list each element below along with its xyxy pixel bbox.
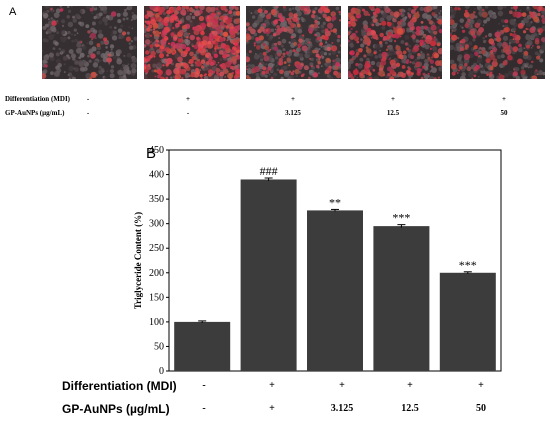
panel-b-row-label-gp-aunps: GP-AuNPs (µg/mL): [62, 402, 170, 416]
micrograph-gp-125: [348, 6, 442, 79]
panel-a-gp-value: -: [186, 109, 190, 117]
panel-b-diff-value: +: [269, 380, 275, 391]
y-tick-label: 200: [149, 268, 164, 279]
y-axis-label: Triglyceride Content (%): [133, 212, 143, 309]
micrograph-gp-50: [450, 6, 545, 79]
error-bar: [331, 208, 339, 212]
y-tick-label: 50: [154, 341, 164, 352]
panel-b-gp-value: +: [269, 403, 275, 414]
bar: [174, 321, 231, 371]
micrograph-control: [42, 6, 137, 79]
significance-label: ###: [260, 164, 278, 178]
micrograph-gp-3125: [246, 6, 341, 79]
panel-a-diff-value: +: [186, 95, 190, 103]
panel-b-gp-value: -: [202, 403, 206, 414]
panel-b-gp-value: 3.125: [330, 403, 354, 414]
panel-b-gp-value: 50: [476, 403, 486, 414]
error-bar: [463, 271, 472, 274]
panel-b-diff-value: +: [478, 380, 484, 391]
panel-b-diff-value: -: [202, 380, 206, 391]
panel-a-label: A: [9, 6, 17, 18]
y-tick-label: 350: [149, 194, 164, 205]
y-tick-label: 450: [149, 145, 164, 156]
panel-b-diff-value: +: [339, 380, 345, 391]
bar: [240, 179, 297, 371]
significance-label: ***: [459, 258, 477, 272]
panel-b-label: B: [146, 145, 157, 162]
panel-b-row-label-differentiation: Differentiation (MDI): [62, 379, 177, 393]
panel-b-gp-value: 12.5: [401, 403, 419, 414]
panel-a-row-label-gp-aunps: GP-AuNPs (µg/mL): [5, 109, 65, 117]
panel-a-diff-value: -: [86, 95, 90, 103]
panel-a-row-label-differentiation: Differentiation (MDI): [5, 95, 70, 103]
y-tick-label: 100: [149, 317, 164, 328]
significance-label: ***: [392, 211, 410, 225]
error-bar: [264, 177, 273, 181]
y-tick-label: 400: [149, 170, 164, 181]
panel-a-gp-value: 3.125: [285, 109, 301, 117]
significance-label: **: [329, 195, 341, 209]
bar: [307, 210, 363, 371]
panel-a-gp-value: 50: [500, 109, 508, 117]
error-bar: [198, 320, 207, 323]
y-tick-label: 300: [149, 219, 164, 230]
panel-a-diff-value: +: [502, 95, 506, 103]
y-tick-label: 0: [159, 366, 164, 377]
panel-a-diff-value: +: [291, 95, 295, 103]
bar: [439, 272, 496, 371]
error-bar: [397, 224, 406, 228]
y-tick-label: 150: [149, 292, 164, 303]
y-tick-label: 250: [149, 243, 164, 254]
panel-a-gp-value: 12.5: [386, 109, 400, 117]
bar: [373, 226, 430, 371]
panel-b-diff-value: +: [407, 380, 413, 391]
panel-a-gp-value: -: [86, 109, 90, 117]
micrograph-mdi: [144, 6, 240, 79]
panel-a-diff-value: +: [391, 95, 395, 103]
